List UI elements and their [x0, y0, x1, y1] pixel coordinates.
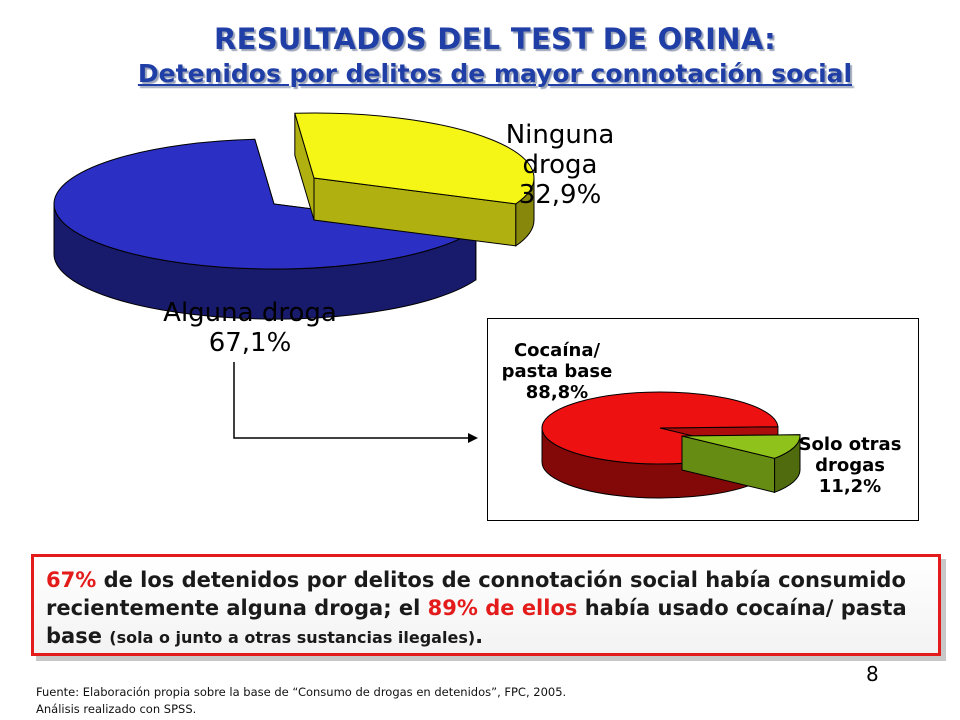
summary-pct-cocaina: 89% de ellos	[427, 596, 578, 620]
label-otras: Solo otras drogas 11,2%	[790, 434, 910, 497]
summary-text-1: de los detenidos por delitos de connotac…	[46, 568, 906, 620]
label-cocaina-line: Cocaína/	[513, 340, 601, 361]
slice-ninguna-droga	[294, 112, 535, 247]
slide-title: RESULTADOS DEL TEST DE ORINA:	[213, 22, 777, 56]
slide-subtitle: Detenidos por delitos de mayor connotaci…	[137, 59, 853, 88]
label-alguna-line: Alguna droga	[163, 298, 337, 328]
slice-alguna-droga	[53, 138, 478, 320]
page-number: 8	[866, 662, 879, 686]
label-cocaina-line: pasta base	[501, 361, 613, 382]
label-cocaina: Cocaína/ pasta base 88,8%	[492, 340, 622, 403]
label-ninguna-value: 32,9%	[518, 180, 602, 210]
summary-end: .	[475, 624, 484, 648]
summary-text-2: había usado cocaína/ pasta base	[46, 596, 907, 648]
label-ninguna: Ninguna droga 32,9%	[495, 120, 625, 210]
source-line: Fuente: Elaboración propia sobre la base…	[36, 685, 567, 699]
label-cocaina-value: 88,8%	[525, 382, 589, 403]
label-alguna: Alguna droga 67,1%	[150, 298, 350, 358]
label-alguna-value: 67,1%	[208, 328, 292, 358]
label-ninguna-line: droga	[522, 150, 598, 180]
source-line: Análisis realizado con SPSS.	[36, 702, 197, 716]
source-note: Fuente: Elaboración propia sobre la base…	[36, 684, 566, 718]
label-otras-value: 11,2%	[818, 476, 882, 497]
slice-solo-otras-drogas	[681, 434, 801, 494]
label-otras-line: drogas	[815, 455, 885, 476]
summary-note: (sola o junto a otras sustancias ilegale…	[109, 628, 476, 647]
summary-pct-detenidos: 67%	[46, 568, 97, 592]
label-ninguna-line: Ninguna	[505, 120, 615, 150]
label-otras-line: Solo otras	[798, 434, 902, 455]
summary-box: 67% de los detenidos por delitos de conn…	[31, 554, 941, 656]
